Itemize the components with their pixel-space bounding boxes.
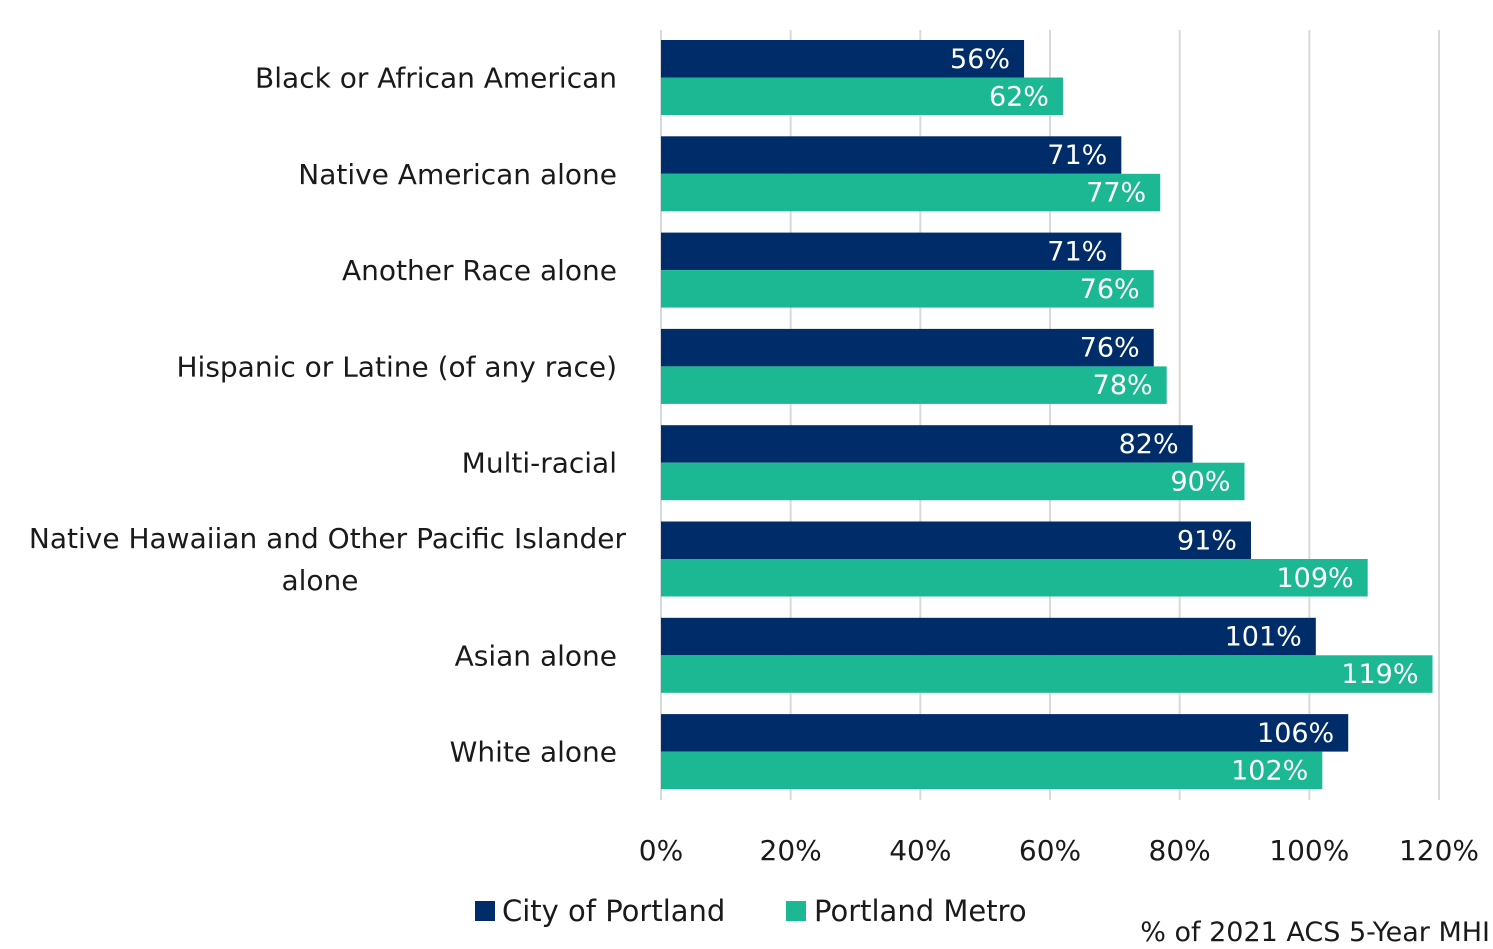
bar-metro bbox=[661, 655, 1433, 693]
data-label: 62% bbox=[989, 81, 1049, 112]
x-axis-title: % of 2021 ACS 5-Year MHI bbox=[1140, 917, 1490, 948]
bar-metro bbox=[661, 751, 1323, 790]
bar-metro bbox=[661, 77, 1063, 115]
category-label: Asian alone bbox=[455, 639, 617, 672]
data-label: 109% bbox=[1276, 563, 1353, 594]
data-label: 76% bbox=[1080, 274, 1140, 305]
bar-city bbox=[661, 40, 1025, 78]
category-label: Hispanic or Latine (of any race) bbox=[176, 350, 617, 383]
category-labels: Black or African American Native American… bbox=[29, 62, 627, 769]
data-label: 101% bbox=[1225, 622, 1302, 653]
bar-city bbox=[661, 232, 1122, 271]
data-label: 106% bbox=[1257, 718, 1334, 749]
bar-city bbox=[661, 521, 1251, 559]
legend-label: Portland Metro bbox=[814, 894, 1027, 928]
x-tick-label: 100% bbox=[1269, 834, 1349, 867]
category-label: Black or African American bbox=[255, 62, 617, 95]
data-label: 90% bbox=[1170, 466, 1230, 497]
category-label: White alone bbox=[450, 736, 617, 769]
x-tick-label: 20% bbox=[760, 834, 822, 867]
bar-metro bbox=[661, 366, 1167, 404]
legend: City of Portland Portland Metro bbox=[475, 894, 1027, 928]
legend-label: City of Portland bbox=[502, 894, 725, 928]
bar-metro bbox=[661, 462, 1245, 501]
category-label: Native American alone bbox=[298, 158, 617, 191]
data-label: 91% bbox=[1177, 525, 1237, 556]
data-label: 102% bbox=[1231, 755, 1308, 786]
data-label: 56% bbox=[950, 44, 1010, 75]
x-tick-label: 60% bbox=[1019, 834, 1081, 867]
bar-city bbox=[661, 328, 1154, 367]
data-label: 119% bbox=[1341, 659, 1418, 690]
bars: 56% 62% 71% 77% 71% 76% 76% 78% 82% 90% 91% 109% 101… bbox=[661, 40, 1433, 790]
x-tick-label: 120% bbox=[1399, 834, 1479, 867]
legend-swatch bbox=[475, 901, 495, 921]
data-label: 76% bbox=[1080, 333, 1140, 364]
data-label: 82% bbox=[1119, 429, 1179, 460]
category-label-line: Native American alone bbox=[298, 158, 617, 191]
category-label: Another Race alone bbox=[342, 254, 617, 287]
category-label-line: Black or African American bbox=[255, 62, 617, 95]
category-label-line: Multi-racial bbox=[462, 447, 617, 480]
data-label: 78% bbox=[1093, 370, 1153, 401]
category-label-line: Asian alone bbox=[455, 639, 617, 672]
data-label: 77% bbox=[1086, 178, 1146, 209]
bar-metro bbox=[661, 270, 1154, 308]
bar-city bbox=[661, 425, 1193, 463]
x-tick-labels: 0% 20% 40% 60% 80% 100% 120% bbox=[639, 834, 1479, 867]
category-label: Multi-racial bbox=[462, 447, 617, 480]
data-label: 71% bbox=[1047, 140, 1107, 171]
category-label-line: Another Race alone bbox=[342, 254, 617, 287]
category-label-line: Hispanic or Latine (of any race) bbox=[176, 350, 617, 383]
bar-city bbox=[661, 714, 1349, 752]
x-tick-label: 80% bbox=[1149, 834, 1211, 867]
category-label-line: Native Hawaiian and Other Pacific Island… bbox=[29, 522, 627, 555]
legend-swatch bbox=[786, 901, 806, 921]
data-label: 71% bbox=[1047, 236, 1107, 267]
bar-city bbox=[661, 617, 1316, 656]
bar-metro bbox=[661, 559, 1368, 597]
bar-metro bbox=[661, 173, 1161, 212]
category-label: Native Hawaiian and Other Pacific Island… bbox=[29, 522, 627, 597]
x-tick-label: 0% bbox=[639, 834, 683, 867]
x-tick-label: 40% bbox=[889, 834, 951, 867]
category-label-line: alone bbox=[281, 564, 358, 597]
category-label-line: White alone bbox=[450, 736, 617, 769]
bar-city bbox=[661, 136, 1122, 174]
